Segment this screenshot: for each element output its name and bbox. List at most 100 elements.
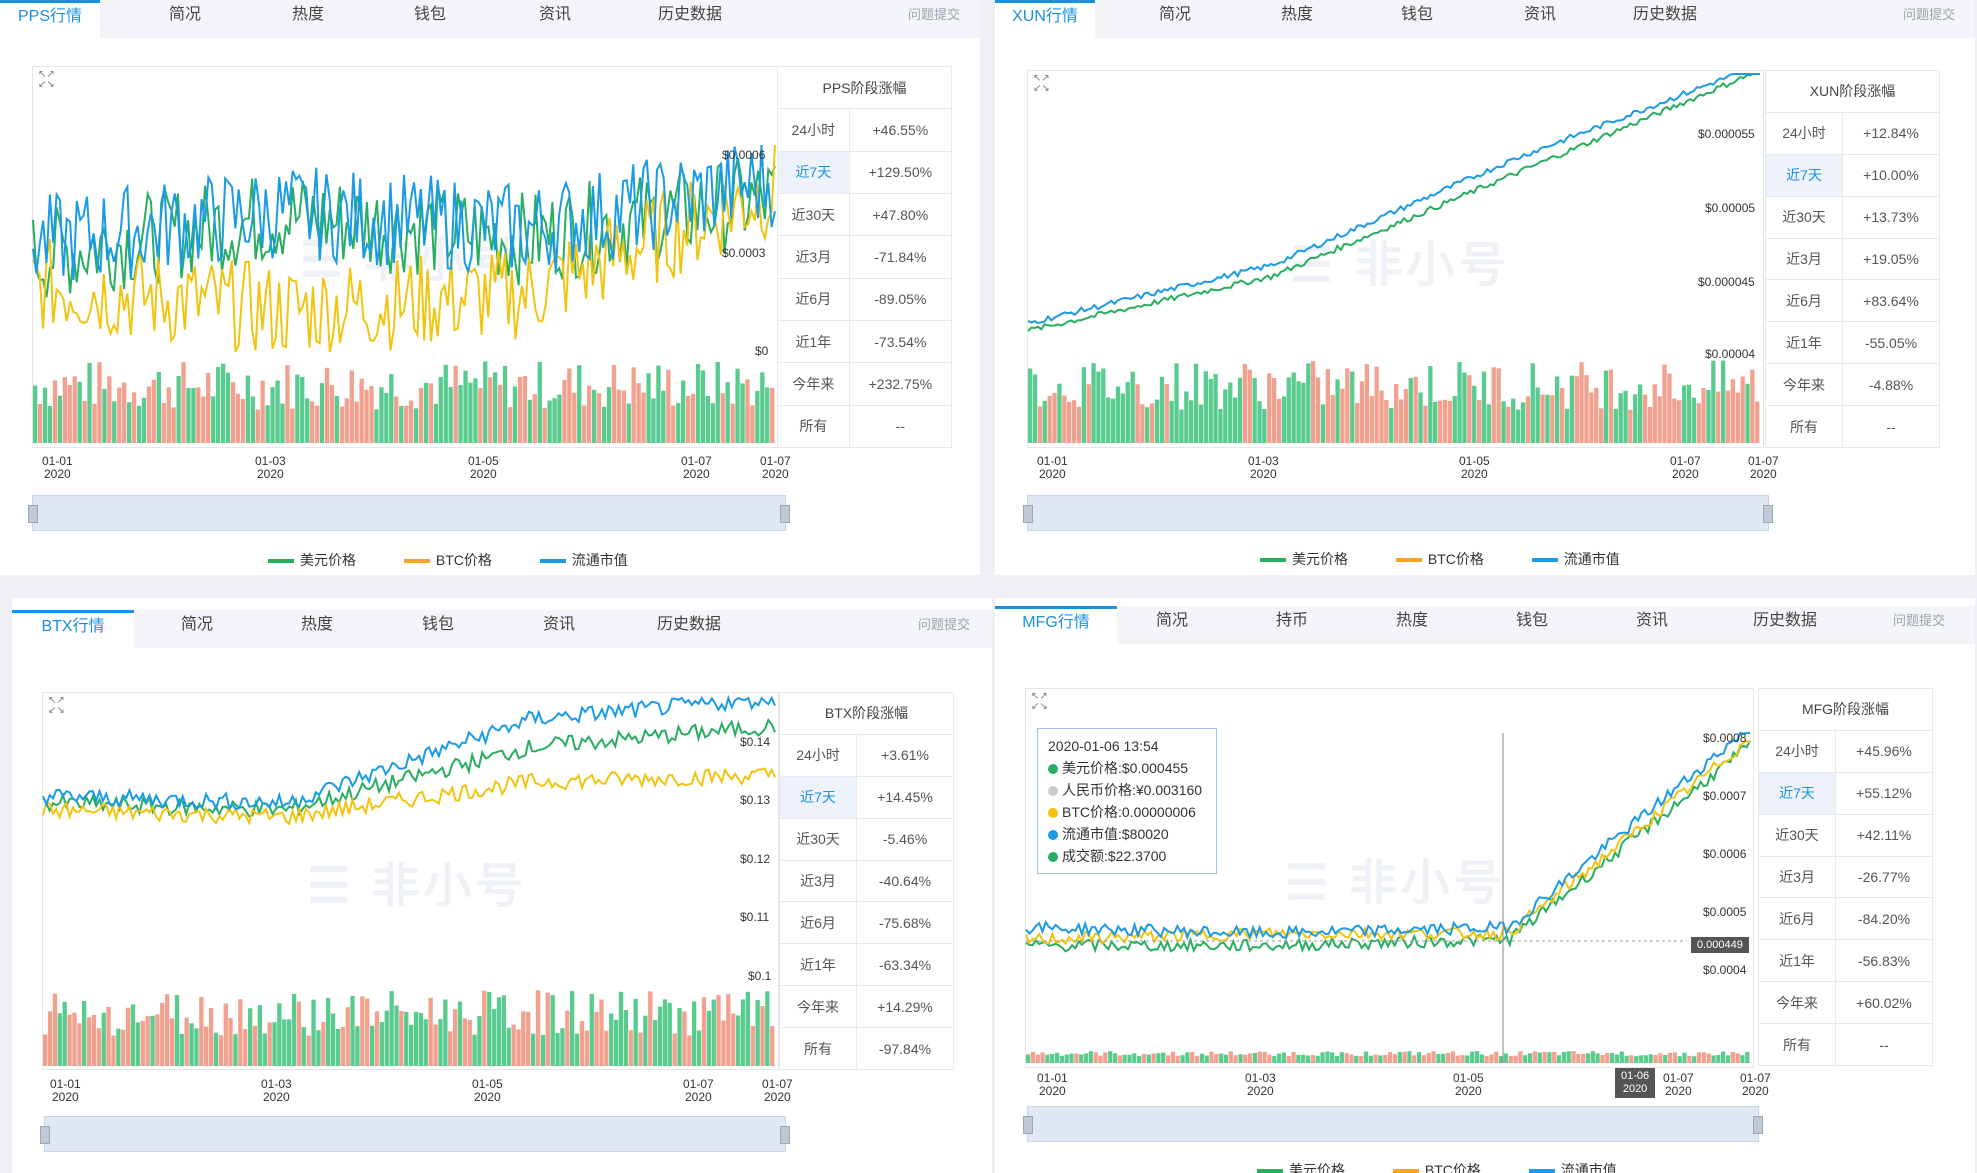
range-handle-left[interactable] [28, 505, 38, 523]
stats-row[interactable]: 24小时 +45.96% [1758, 729, 1933, 773]
stats-row[interactable]: 今年来 +232.75% [777, 362, 953, 406]
volume-bar [1566, 1051, 1571, 1063]
legend-btc[interactable]: BTC价格 [1392, 1162, 1481, 1173]
stats-row[interactable]: 近3月 -40.64% [779, 859, 954, 903]
stats-row[interactable]: 近1年 -56.83% [1758, 939, 1933, 983]
tab-history[interactable]: 历史数据 [656, 616, 721, 633]
y-label: $0.0004 [1703, 963, 1747, 977]
stats-row[interactable]: 今年来 +14.29% [779, 985, 954, 1028]
stats-row[interactable]: 近7天 +10.00% [1765, 153, 1940, 197]
volume-bar [1634, 1056, 1639, 1063]
legend-usd[interactable]: 美元价格 [1257, 1162, 1345, 1173]
volume-bar [131, 392, 137, 443]
stats-row[interactable]: 24小时 +46.55% [777, 108, 953, 152]
tab-overview[interactable]: 简况 [1158, 6, 1191, 23]
tab-wallet[interactable]: 钱包 [1400, 6, 1433, 23]
tab-news[interactable]: 资讯 [1523, 6, 1556, 23]
tab-news[interactable]: 资讯 [1635, 612, 1668, 629]
stats-row[interactable]: 近7天 +129.50% [777, 150, 953, 194]
tab-market[interactable]: MFG行情 [995, 606, 1117, 647]
tab-heat[interactable]: 热度 [1395, 612, 1428, 629]
tab-overview[interactable]: 简况 [168, 6, 201, 23]
range-navigator[interactable] [40, 1116, 790, 1152]
range-handle-left[interactable] [1023, 505, 1033, 523]
stats-row[interactable]: 近3月 -26.77% [1758, 855, 1933, 899]
tab-heat[interactable]: 热度 [1280, 6, 1313, 23]
range-handle-right[interactable] [1763, 505, 1773, 523]
tab-history[interactable]: 历史数据 [657, 6, 722, 23]
stats-row[interactable]: 所有 -97.84% [779, 1027, 954, 1070]
tab-overview[interactable]: 简况 [1155, 612, 1188, 629]
stats-row[interactable]: 近3月 -71.84% [777, 235, 953, 279]
range-handle-right[interactable] [1753, 1116, 1763, 1134]
stats-row[interactable]: 近7天 +14.45% [779, 775, 954, 819]
tab-history[interactable]: 历史数据 [1632, 6, 1697, 23]
legend-mcap[interactable]: 流通市值 [1528, 1162, 1617, 1173]
stats-row[interactable]: 24小时 +3.61% [779, 733, 954, 777]
range-navigator[interactable] [1023, 1106, 1763, 1142]
range-navigator[interactable] [1023, 495, 1773, 531]
report-link[interactable]: 问题提交 [917, 617, 970, 632]
legend-usd[interactable]: 美元价格 [1260, 551, 1348, 567]
range-handle-right[interactable] [780, 1126, 790, 1144]
tab-wallet[interactable]: 钱包 [421, 616, 454, 633]
volume-bar [711, 999, 716, 1066]
range-navigator[interactable] [28, 495, 790, 531]
expand-icon[interactable]: ↖↗ ↙↘ [1031, 691, 1048, 712]
stats-row[interactable]: 24小时 +12.84% [1765, 111, 1940, 155]
tab-heat[interactable]: 热度 [300, 616, 333, 633]
tab-overview[interactable]: 简况 [180, 616, 213, 633]
stats-row[interactable]: 近6月 -89.05% [777, 277, 953, 321]
volume-bar [526, 1011, 531, 1066]
expand-icon[interactable]: ↖↗ ↙↘ [48, 695, 65, 716]
range-handle-right[interactable] [780, 505, 790, 523]
tab-wallet[interactable]: 钱包 [413, 6, 446, 23]
stats-row[interactable]: 近30天 +13.73% [1765, 195, 1940, 239]
tab-news[interactable]: 资讯 [538, 6, 571, 23]
legend-mcap[interactable]: 流通市值 [1531, 551, 1620, 567]
tab-heat[interactable]: 热度 [291, 6, 324, 23]
volume-bar [1223, 389, 1228, 443]
legend-mcap[interactable]: 流通市值 [539, 552, 628, 568]
volume-bar [1154, 399, 1160, 443]
stats-row[interactable]: 近6月 +83.64% [1765, 279, 1940, 323]
stats-row[interactable]: 近30天 -5.46% [779, 817, 954, 861]
y-label: $0.0006 [722, 148, 766, 162]
stats-row[interactable]: 近30天 +42.11% [1758, 813, 1933, 857]
tab-news[interactable]: 资讯 [542, 616, 575, 633]
stats-row[interactable]: 今年来 +60.02% [1758, 981, 1933, 1024]
legend-btc[interactable]: BTC价格 [403, 552, 492, 568]
legend-btc[interactable]: BTC价格 [1395, 551, 1484, 567]
range-handle-left[interactable] [40, 1126, 50, 1144]
volume-bar [181, 362, 186, 443]
stats-row[interactable]: 所有 -- [1765, 405, 1940, 448]
stats-row[interactable]: 近7天 +55.12% [1758, 771, 1933, 815]
stats-row[interactable]: 所有 -- [777, 404, 953, 449]
volume-bar [565, 1010, 570, 1066]
stats-row[interactable]: 近1年 -73.54% [777, 319, 953, 364]
report-link[interactable]: 问题提交 [907, 7, 960, 22]
stats-row[interactable]: 近1年 -55.05% [1765, 321, 1940, 365]
stats-row[interactable]: 近6月 -75.68% [779, 901, 954, 945]
volume-bar [1662, 364, 1667, 443]
tab-wallet[interactable]: 钱包 [1515, 612, 1548, 629]
report-link[interactable]: 问题提交 [1892, 613, 1945, 628]
tab-holders[interactable]: 持币 [1275, 612, 1308, 629]
range-handle-left[interactable] [1023, 1116, 1033, 1134]
stats-row[interactable]: 近1年 -63.34% [779, 943, 954, 987]
expand-icon[interactable]: ↖↗ ↙↘ [38, 69, 55, 90]
legend-usd[interactable]: 美元价格 [268, 552, 356, 568]
tab-market[interactable]: XUN行情 [995, 0, 1095, 41]
tab-history[interactable]: 历史数据 [1752, 612, 1817, 629]
stats-row[interactable]: 近30天 +47.80% [777, 192, 953, 237]
tab-market[interactable]: PPS行情 [0, 0, 100, 41]
volume-bar [656, 365, 661, 443]
stats-row[interactable]: 所有 -- [1758, 1023, 1933, 1066]
expand-icon[interactable]: ↖↗ ↙↘ [1033, 73, 1050, 94]
stats-row[interactable]: 近6月 -84.20% [1758, 897, 1933, 941]
volume-bar [1421, 1055, 1426, 1063]
tab-market[interactable]: BTX行情 [12, 610, 134, 651]
stats-row[interactable]: 近3月 +19.05% [1765, 237, 1940, 281]
stats-row[interactable]: 今年来 -4.88% [1765, 363, 1940, 406]
report-link[interactable]: 问题提交 [1902, 7, 1955, 22]
